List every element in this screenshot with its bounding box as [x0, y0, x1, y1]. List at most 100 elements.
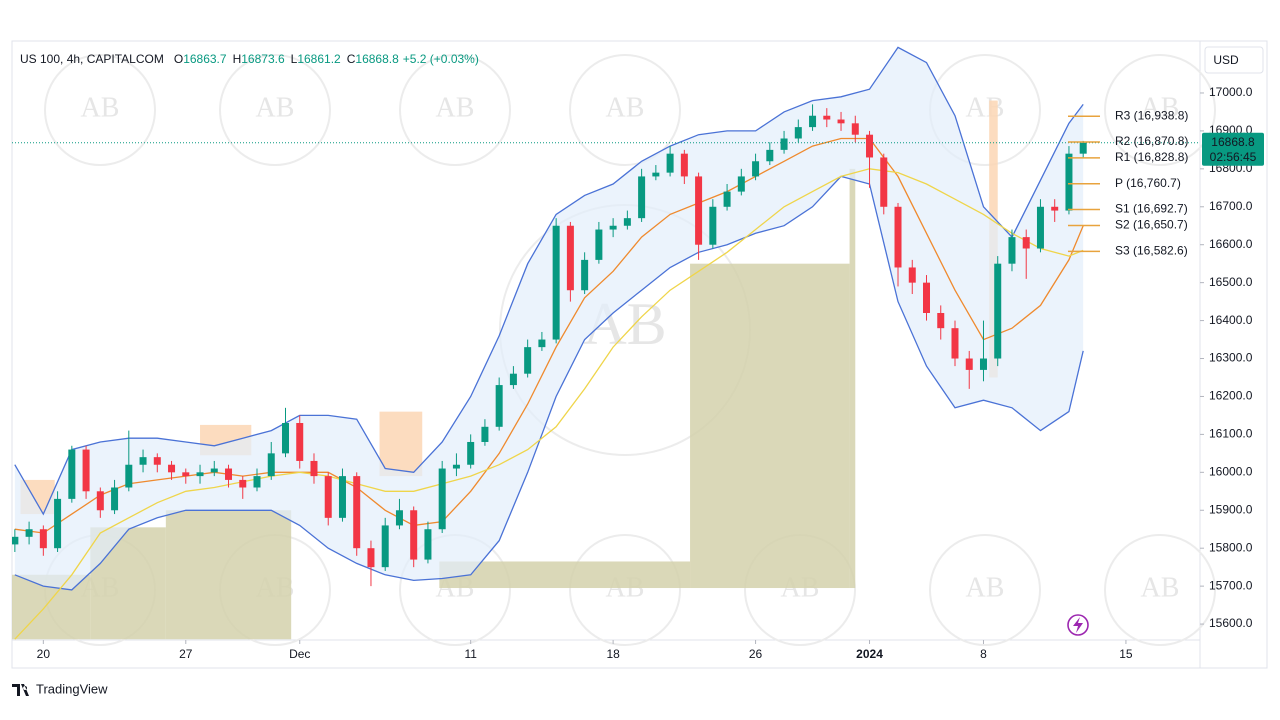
candle-body — [623, 218, 631, 226]
zone — [165, 510, 292, 640]
candle-body — [1036, 206, 1044, 249]
y-tick-label: 16100.0 — [1209, 427, 1253, 441]
watermark-text: AB — [81, 92, 120, 123]
watermark-text: AB — [966, 572, 1005, 603]
candle-body — [908, 267, 916, 283]
plot-area — [12, 46, 1200, 640]
icon-bolt[interactable] — [1073, 617, 1083, 633]
candle-body — [253, 476, 261, 488]
candle-body — [467, 441, 475, 465]
x-tick-label: 11 — [464, 647, 477, 661]
x-tick-label: 27 — [179, 647, 193, 661]
y-tick-label: 16700.0 — [1209, 199, 1253, 213]
watermark-text: AB — [436, 92, 475, 123]
ohlc-label: L — [291, 52, 298, 66]
candle-body — [737, 176, 745, 192]
candle-body — [581, 259, 589, 291]
ohlc-value: 16863.7 — [183, 52, 227, 66]
candle-body — [353, 476, 361, 549]
x-tick-label: 15 — [1119, 647, 1133, 661]
candle-body — [296, 423, 304, 461]
watermark-text: AB — [606, 92, 645, 123]
candle-body — [595, 229, 603, 260]
x-tick-label: 8 — [980, 647, 987, 661]
candle-body — [395, 510, 403, 526]
candle-body — [609, 225, 617, 230]
indicator-line — [14, 175, 1084, 591]
candle-body — [794, 127, 802, 139]
pivot-label: R2 (16,870.8) — [1115, 134, 1188, 148]
ohlc-label: O — [174, 52, 183, 66]
candle-body — [680, 153, 688, 177]
ohlc-value: 16868.8 — [355, 52, 399, 66]
candle-body — [524, 347, 532, 374]
watermark-ring — [929, 534, 1041, 646]
candle-body — [410, 510, 418, 560]
zone — [379, 411, 423, 477]
candle-body — [638, 176, 646, 219]
zone — [849, 168, 856, 589]
last-price-label: 16868.8 — [1211, 135, 1255, 149]
y-tick-label: 15900.0 — [1209, 502, 1253, 516]
watermark-ring — [569, 54, 681, 166]
candle-body — [324, 476, 332, 518]
candle-body — [338, 476, 346, 518]
candle-body — [1022, 237, 1030, 249]
candle-body — [96, 491, 104, 511]
candle-body — [54, 498, 62, 549]
candle-body — [281, 423, 289, 454]
candle-body — [823, 115, 831, 120]
candle-body — [310, 460, 318, 477]
candle-body — [267, 453, 275, 477]
band-fill — [14, 47, 1084, 590]
ohlc-value: 16861.2 — [297, 52, 341, 66]
currency[interactable]: USD — [1213, 53, 1239, 67]
candle-body — [381, 525, 389, 568]
candle-body — [666, 153, 674, 173]
brand-logo — [12, 684, 29, 696]
candle-body — [866, 134, 874, 158]
watermark-ring — [44, 54, 156, 166]
pivot-label: R1 (16,828.8) — [1115, 150, 1188, 164]
candle-body — [538, 339, 546, 348]
candle-body — [723, 191, 731, 207]
candle-body — [438, 468, 446, 530]
candle-body — [509, 373, 517, 386]
symbol: US 100, 4h, CAPITALCOM — [20, 52, 164, 66]
candle-body — [196, 472, 204, 477]
candle-body — [780, 138, 788, 150]
candle-body — [25, 529, 33, 537]
candle-body — [82, 449, 90, 492]
candle-body — [139, 457, 147, 465]
ohlc-label: C — [347, 52, 356, 66]
candle-body — [965, 358, 973, 370]
price-change: +5.2 (+0.03%) — [403, 52, 479, 66]
ohlc-value: 16873.6 — [241, 52, 285, 66]
candle-body — [709, 206, 717, 245]
candle-body — [495, 385, 503, 427]
candle-body — [452, 464, 460, 469]
candle-body — [481, 426, 489, 442]
y-tick-label: 16000.0 — [1209, 464, 1253, 478]
watermark-text: AB — [966, 92, 1005, 123]
candle-body — [239, 479, 247, 488]
currency-button[interactable] — [1204, 46, 1264, 74]
zone — [690, 263, 850, 589]
candle-body — [809, 115, 817, 128]
x-tick-label: 18 — [606, 647, 620, 661]
candle-body — [125, 464, 133, 488]
pivot-label: S1 (16,692.7) — [1115, 202, 1188, 216]
candle-body — [12, 536, 19, 545]
alert-icon[interactable] — [1067, 614, 1089, 636]
pivot-label: S2 (16,650.7) — [1115, 218, 1188, 232]
y-tick-label: 15700.0 — [1209, 578, 1253, 592]
watermark-ring — [1104, 534, 1216, 646]
y-tick-label: 16600.0 — [1209, 237, 1253, 251]
candle-body — [552, 225, 560, 340]
icon-ring[interactable] — [1067, 614, 1089, 636]
y-tick-label: 16300.0 — [1209, 351, 1253, 365]
candle-body — [1065, 153, 1073, 211]
watermark-text: AB — [1141, 92, 1180, 123]
countdown: 02:56:45 — [1210, 150, 1257, 164]
candle-body — [210, 468, 218, 473]
